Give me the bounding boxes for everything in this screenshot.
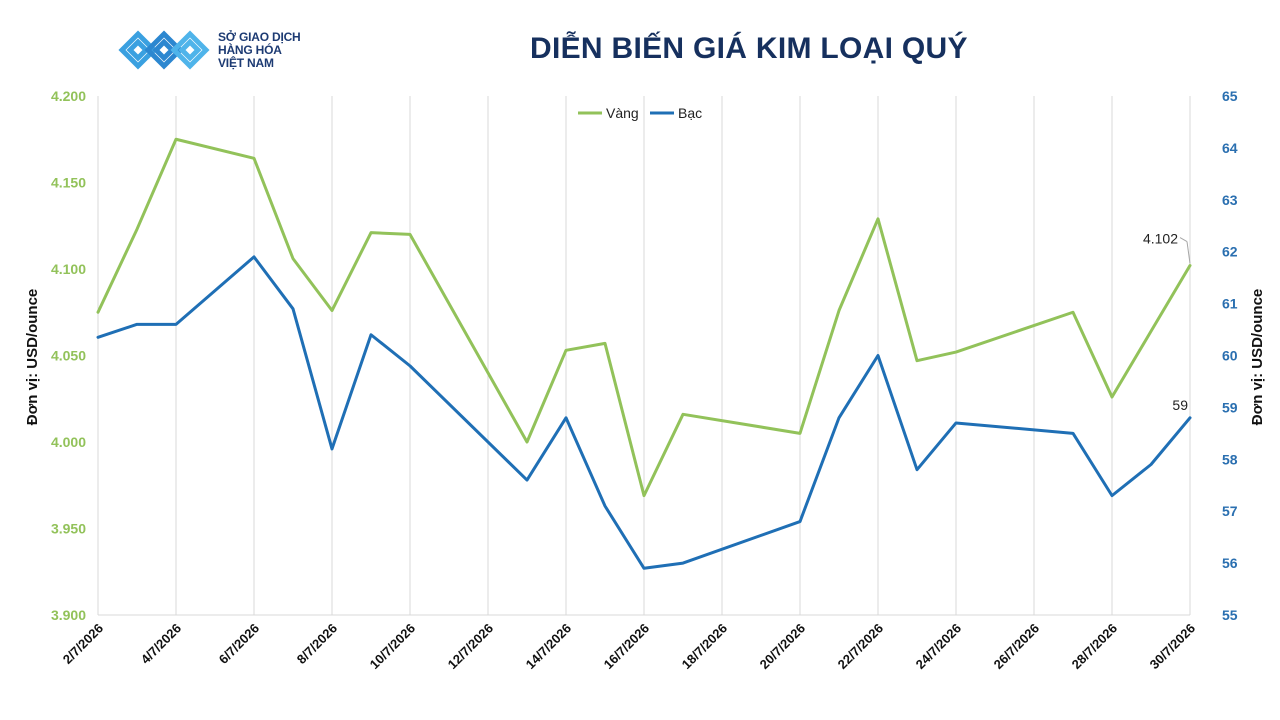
x-tick-label: 14/7/2026: [523, 621, 575, 673]
y-right-tick-label: 61: [1222, 296, 1238, 312]
legend: Vàng Bạc: [578, 105, 702, 121]
series-line-bac: [96, 255, 1192, 570]
x-tick-label: 8/7/2026: [294, 621, 340, 667]
x-tick-label: 18/7/2026: [679, 621, 731, 673]
y-axis-left: 3.900 3.950 4.000 4.050 4.100 4.150 4.200: [51, 88, 86, 623]
x-tick-label: 6/7/2026: [216, 621, 262, 667]
y-left-tick-label: 4.050: [51, 348, 86, 364]
x-tick-label: 30/7/2026: [1147, 621, 1199, 673]
y-left-tick-label: 4.000: [51, 434, 86, 450]
y-left-tick-label: 3.900: [51, 607, 86, 623]
y-axis-left-title: Đơn vị: USD/ounce: [24, 289, 41, 426]
logo-line-2: HÀNG HÓA: [218, 43, 282, 57]
x-tick-label: 24/7/2026: [913, 621, 965, 673]
y-axis-right-title: Đơn vị: USD/ounce: [1249, 289, 1266, 426]
logo-text: SỞ GIAO DỊCH HÀNG HÓA VIỆT NAM: [218, 31, 301, 70]
x-tick-label: 12/7/2026: [445, 621, 497, 673]
x-tick-label: 22/7/2026: [835, 621, 887, 673]
x-axis: 2/7/2026 4/7/2026 6/7/2026 8/7/2026 10/7/202…: [60, 621, 1198, 673]
y-left-tick-label: 3.950: [51, 521, 86, 537]
data-labels: 4.102 59: [1143, 231, 1191, 413]
y-right-tick-label: 55: [1222, 607, 1238, 623]
data-label-bac-end: 59: [1172, 397, 1188, 413]
y-right-tick-label: 64: [1222, 140, 1238, 156]
legend-label: Bạc: [678, 105, 702, 121]
logo: SỞ GIAO DỊCH HÀNG HÓA VIỆT NAM: [118, 28, 318, 76]
logo-line-1: SỞ GIAO DỊCH: [218, 30, 301, 44]
grid: [97, 96, 1191, 616]
chart-title: DIỄN BIẾN GIÁ KIM LOẠI QUÝ: [530, 32, 968, 65]
y-right-tick-label: 59: [1222, 399, 1238, 415]
series-line-vang: [96, 137, 1192, 498]
y-right-tick-label: 65: [1222, 88, 1238, 104]
x-tick-label: 10/7/2026: [367, 621, 419, 673]
y-left-tick-label: 4.150: [51, 175, 86, 191]
x-tick-label: 16/7/2026: [601, 621, 653, 673]
y-right-tick-label: 57: [1222, 503, 1238, 519]
x-tick-label: 28/7/2026: [1069, 621, 1121, 673]
y-right-tick-label: 62: [1222, 244, 1238, 260]
legend-label: Vàng: [606, 105, 639, 121]
x-tick-label: 26/7/2026: [991, 621, 1043, 673]
x-tick-label: 4/7/2026: [138, 621, 184, 667]
data-label-vang-end: 4.102: [1143, 231, 1178, 247]
y-left-tick-label: 4.200: [51, 88, 86, 104]
logo-line-3: VIỆT NAM: [218, 56, 274, 70]
y-axis-right: 55 56 57 58 59 60 61 62 63 64 65: [1222, 88, 1238, 623]
y-left-tick-label: 4.100: [51, 261, 86, 277]
x-tick-label: 2/7/2026: [60, 621, 106, 667]
series-group: [96, 137, 1192, 570]
logo-mark-icon: [118, 30, 210, 70]
x-tick-label: 20/7/2026: [757, 621, 809, 673]
data-label-leader: [1179, 237, 1188, 242]
y-right-tick-label: 56: [1222, 555, 1238, 571]
y-right-tick-label: 58: [1222, 451, 1238, 467]
data-label-leader: [1186, 241, 1191, 264]
y-right-tick-label: 60: [1222, 348, 1238, 364]
y-right-tick-label: 63: [1222, 192, 1238, 208]
